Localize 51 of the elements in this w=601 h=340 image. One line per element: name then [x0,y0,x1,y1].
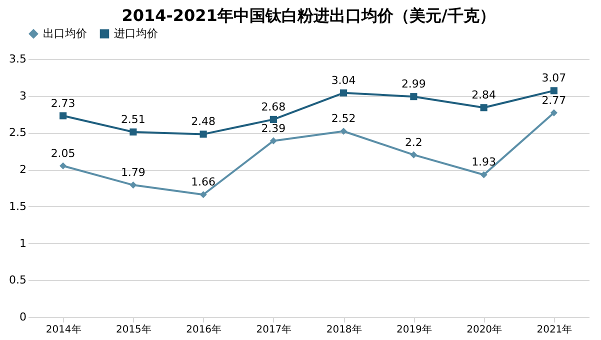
y-tick-label: 0.5 [9,274,26,287]
point [60,112,67,120]
point [550,87,558,94]
point [200,191,207,198]
point [270,137,277,144]
x-tick-label: 2021年 [536,324,572,336]
data-label: 2.73 [50,96,76,110]
y-tick-label: 3.5 [9,52,26,66]
point [480,104,488,112]
point [60,162,67,170]
point [340,89,348,96]
x-tick-label: 2016年 [186,324,222,336]
data-label: 3.04 [331,74,356,87]
data-label: 3.07 [542,72,566,85]
legend-label: 出口均价 [43,26,87,40]
point [410,93,418,100]
x-tick-label: 2018年 [326,324,362,336]
data-label: 2.39 [261,122,286,135]
data-label: 2.77 [542,94,566,107]
data-label: 2.84 [472,88,496,102]
x-tick-label: 2017年 [256,324,292,336]
y-tick-label: 1.5 [9,200,26,213]
data-label: 2.05 [50,146,76,160]
y-tick-label: 2.5 [9,126,26,140]
x-tick-label: 2019年 [396,324,432,336]
data-label: 2.52 [331,112,356,126]
data-label: 2.51 [120,112,146,126]
point [130,128,137,136]
point [340,128,348,135]
y-tick-label: 1 [20,236,26,250]
chart-title: 2014-2021年中国钛白粉进出口均价（美元/千克） [122,6,496,25]
data-label: 1.66 [191,176,216,189]
data-label: 2.2 [404,136,422,149]
point [480,171,488,178]
x-tick-label: 2014年 [46,324,82,336]
x-tick-label: 2020年 [466,324,502,336]
data-label: 2.99 [401,78,426,91]
point [130,182,137,189]
y-tick-label: 3 [20,89,26,102]
legend-label: 进口均价 [114,26,158,40]
data-label: 1.79 [120,166,146,180]
x-tick-label: 2015年 [116,324,152,336]
point [200,130,207,138]
point [270,116,277,123]
data-label: 1.93 [472,156,496,169]
y-tick-label: 0 [20,310,26,324]
data-label: 2.68 [261,100,286,114]
data-label: 2.48 [191,115,216,128]
point [410,151,418,158]
y-tick-label: 2 [20,163,26,176]
point [550,109,558,116]
